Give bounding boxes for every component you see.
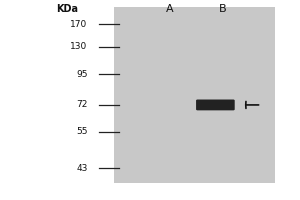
FancyBboxPatch shape bbox=[114, 7, 275, 183]
Text: 55: 55 bbox=[76, 127, 88, 136]
Text: KDa: KDa bbox=[56, 4, 78, 14]
Text: 95: 95 bbox=[76, 70, 88, 79]
Text: 72: 72 bbox=[76, 100, 88, 109]
Text: 130: 130 bbox=[70, 42, 88, 51]
Text: B: B bbox=[219, 4, 226, 14]
Text: A: A bbox=[166, 4, 173, 14]
Text: 170: 170 bbox=[70, 20, 88, 29]
FancyBboxPatch shape bbox=[196, 100, 235, 110]
Text: 43: 43 bbox=[76, 164, 88, 173]
